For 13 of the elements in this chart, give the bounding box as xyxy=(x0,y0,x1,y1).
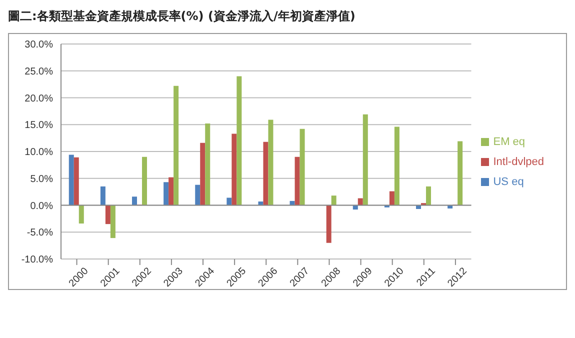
y-tick-label: -5.0% xyxy=(26,228,54,239)
legend-label: Intl-dvlped xyxy=(493,156,544,168)
y-tick-label: 20.0% xyxy=(24,93,54,104)
y-tick-label: 25.0% xyxy=(24,66,54,78)
y-tick-label: 10.0% xyxy=(24,147,54,158)
y-tick-label: 15.0% xyxy=(24,120,54,132)
y-tick-label: 30.0% xyxy=(24,40,54,51)
legend-label: EM eq xyxy=(493,136,526,148)
legend-label: US eq xyxy=(493,176,524,188)
y-tick-label: 0.0% xyxy=(30,200,54,212)
y-tick-label: 5.0% xyxy=(30,174,54,185)
chart-title: 圖二:各類型基金資產規模成長率(%) (資金淨流入/年初資產淨值) xyxy=(8,8,356,25)
y-tick-label: -10.0% xyxy=(21,254,54,266)
